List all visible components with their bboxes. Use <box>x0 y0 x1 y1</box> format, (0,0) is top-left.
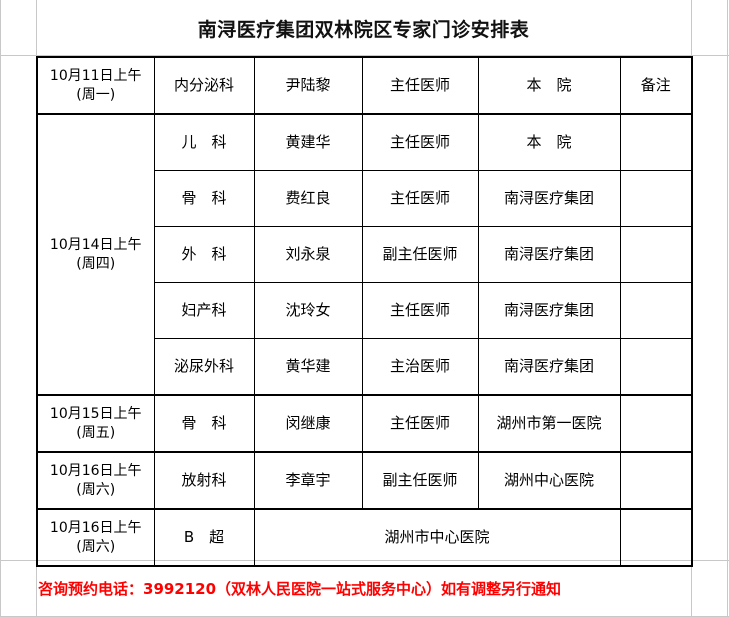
title-cell: 主任医师 <box>361 394 479 453</box>
weekday: (周四) <box>76 255 116 272</box>
date: 10月11日上午 <box>49 67 142 84</box>
remark-cell <box>619 113 693 171</box>
title-cell: 主治医师 <box>361 338 479 396</box>
table-row: 泌尿外科 黄华建 主治医师 南浔医疗集团 <box>37 338 693 396</box>
remark-cell <box>619 170 693 227</box>
date-cell: 10月11日上午 (周一) <box>36 56 155 115</box>
hospital-cell: 湖州市中心医院 <box>253 508 621 567</box>
weekday: (周五) <box>76 424 116 441</box>
title-cell: 主任医师 <box>361 113 479 171</box>
date: 10月16日上午 <box>49 462 142 479</box>
dept-cell: 骨 科 <box>153 394 255 453</box>
table-row: 10月16日上午 (周六) B 超 湖州市中心医院 <box>36 508 693 567</box>
doctor-cell: 闵继康 <box>253 394 363 453</box>
dept-cell: B 超 <box>153 508 255 567</box>
remark-cell <box>619 282 693 339</box>
title-cell: 主任医师 <box>361 170 479 227</box>
doctor-cell: 刘永泉 <box>253 226 363 283</box>
dept-cell: 外 科 <box>153 226 255 283</box>
remark-header: 备注 <box>619 56 693 115</box>
remark-cell <box>619 508 693 567</box>
table-row: 10月11日上午 (周一) 内分泌科 尹陆黎 主任医师 本 院 备注 <box>36 56 693 115</box>
gridline <box>0 0 1 617</box>
title-cell: 副主任医师 <box>361 226 479 283</box>
doctor-cell: 费红良 <box>253 170 363 227</box>
weekday: (周六) <box>76 481 116 498</box>
doctor-cell: 尹陆黎 <box>253 56 363 115</box>
date: 10月14日上午 <box>49 236 142 253</box>
gridline <box>727 0 728 617</box>
date-cell: 10月16日上午 (周六) <box>36 451 155 510</box>
doctor-cell: 黄建华 <box>253 113 363 171</box>
hospital-cell: 南浔医疗集团 <box>477 282 621 339</box>
table-row: 妇产科 沈玲女 主任医师 南浔医疗集团 <box>37 282 693 339</box>
doctor-cell: 黄华建 <box>253 338 363 396</box>
dept-cell: 骨 科 <box>153 170 255 227</box>
dept-cell: 放射科 <box>153 451 255 510</box>
hospital-cell: 南浔医疗集团 <box>477 226 621 283</box>
dept-cell: 儿 科 <box>153 113 255 171</box>
page-title: 南浔医疗集团双林院区专家门诊安排表 <box>197 18 530 41</box>
title-cell: 主任医师 <box>361 282 479 339</box>
hospital-cell: 湖州中心医院 <box>477 451 621 510</box>
date-cell: 10月16日上午 (周六) <box>36 508 155 567</box>
remark-cell <box>619 338 693 396</box>
gridline <box>0 55 729 56</box>
table-row: 骨 科 费红良 主任医师 南浔医疗集团 <box>37 170 693 227</box>
doctor-cell: 沈玲女 <box>253 282 363 339</box>
doctor-cell: 李章宇 <box>253 451 363 510</box>
table-row: 10月16日上午 (周六) 放射科 李章宇 副主任医师 湖州中心医院 <box>36 451 693 510</box>
dept-cell: 泌尿外科 <box>153 338 255 396</box>
dept-cell: 内分泌科 <box>153 56 255 115</box>
date-cell: 10月14日上午 (周四) <box>36 113 155 396</box>
hospital-cell: 湖州市第一医院 <box>477 394 621 453</box>
table-row: 10月15日上午 (周五) 骨 科 闵继康 主任医师 湖州市第一医院 <box>36 394 693 453</box>
title-cell: 主任医师 <box>361 56 479 115</box>
dept-cell: 妇产科 <box>153 282 255 339</box>
hospital-cell: 本 院 <box>477 56 621 115</box>
table-row: 10月14日上午 (周四) 儿 科 黄建华 主任医师 本 院 <box>36 113 693 396</box>
remark-cell <box>619 394 693 453</box>
table-row: 外 科 刘永泉 副主任医师 南浔医疗集团 <box>37 226 693 283</box>
weekday: (周一) <box>76 86 116 103</box>
weekday: (周六) <box>76 538 116 555</box>
hospital-cell: 南浔医疗集团 <box>477 338 621 396</box>
remark-cell <box>619 451 693 510</box>
title-cell: 副主任医师 <box>361 451 479 510</box>
schedule-table: 10月11日上午 (周一) 内分泌科 尹陆黎 主任医师 本 院 备注 10月14日… <box>36 56 693 567</box>
date-cell: 10月15日上午 (周五) <box>36 394 155 453</box>
hospital-cell: 南浔医疗集团 <box>477 170 621 227</box>
remark-cell <box>619 226 693 283</box>
hospital-cell: 本 院 <box>477 113 621 171</box>
date: 10月15日上午 <box>49 405 142 422</box>
date: 10月16日上午 <box>49 519 142 536</box>
contact-notice: 咨询预约电话：3992120（双林人民医院一站式服务中心）如有调整另行通知 <box>38 579 562 598</box>
